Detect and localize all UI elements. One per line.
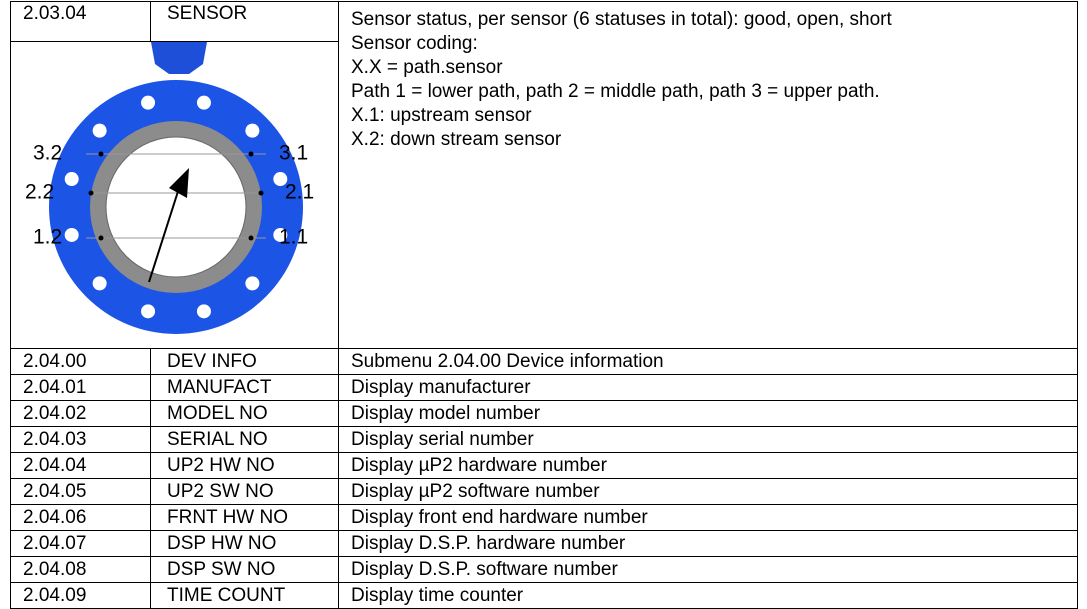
code-cell: 2.04.00	[10, 348, 151, 375]
sensor-dot	[88, 190, 94, 196]
sensor-label: 1.2	[33, 226, 62, 249]
description-cell: Display front end hardware number	[338, 504, 1078, 531]
description-cell: Display µP2 software number	[338, 478, 1078, 505]
table-row: 2.04.00 DEV INFO Submenu 2.04.00 Device in…	[10, 348, 1078, 375]
sensor-dot	[248, 235, 254, 241]
sensor-dot	[98, 151, 104, 157]
code-cell: 2.04.05	[10, 478, 151, 505]
code-cell: 2.04.07	[10, 530, 151, 557]
name-cell: DSP HW NO	[150, 530, 339, 557]
code-cell: 2.04.03	[10, 426, 151, 453]
name-cell: DSP SW NO	[150, 556, 339, 583]
diagram-cell: 3.2 2.2 1.2 3.1 2.1 1.1	[10, 41, 339, 349]
arrow-head	[169, 168, 189, 198]
description-cell: Display serial number	[338, 426, 1078, 453]
bolt-hole	[92, 123, 107, 138]
table-row: 2.04.05 UP2 SW NO Display µP2 software num…	[10, 478, 1078, 505]
sensor-label: 1.1	[279, 226, 308, 249]
table-row: 2.04.02 MODEL NO Display model number	[10, 400, 1078, 427]
table-row: 2.04.01 MANUFACT Display manufacturer	[10, 374, 1078, 401]
description-cell: Submenu 2.04.00 Device information	[338, 348, 1078, 375]
table-row: 2.04.04 UP2 HW NO Display µP2 hardware num…	[10, 452, 1078, 479]
sensor-dot	[98, 235, 104, 241]
code-cell: 2.04.04	[10, 452, 151, 479]
code-cell: 2.04.09	[10, 582, 151, 609]
bolt-hole	[141, 304, 156, 319]
arrow-shaft	[148, 181, 182, 283]
bolt-hole	[273, 172, 288, 187]
name-cell: FRNT HW NO	[150, 504, 339, 531]
menu-table: 2.03.04 SENSOR Sensor status, per sensor…	[10, 1, 1078, 609]
description-cell: Display µP2 hardware number	[338, 452, 1078, 479]
bolt-hole	[273, 227, 288, 242]
description-line: X.X = path.sensor	[351, 57, 503, 78]
code-cell: 2.04.06	[10, 504, 151, 531]
sensor-row: 2.03.04 SENSOR Sensor status, per sensor…	[10, 1, 1078, 349]
bolt-hole	[245, 276, 260, 291]
code-cell: 2.03.04	[10, 1, 151, 42]
pipe-bore	[105, 136, 247, 278]
table-row: 2.04.09 TIME COUNT Display time counter	[10, 582, 1078, 609]
code-cell: 2.04.01	[10, 374, 151, 401]
bolt-hole	[141, 95, 156, 110]
description-line: X.1: upstream sensor	[351, 105, 532, 126]
description-line: Sensor status, per sensor (6 statuses in…	[351, 9, 892, 30]
name-cell: UP2 HW NO	[150, 452, 339, 479]
diagram-row: 3.2 2.2 1.2 3.1 2.1 1.1	[10, 41, 1078, 349]
name-cell: DEV INFO	[150, 348, 339, 375]
table-row: 2.04.06 FRNT HW NO Display front end hardw…	[10, 504, 1078, 531]
code-cell: 2.04.02	[10, 400, 151, 427]
description-cell: Display D.S.P. software number	[338, 556, 1078, 583]
sensor-dot	[258, 190, 264, 196]
sensor-label: 2.2	[25, 181, 54, 204]
table-row: 2.04.07 DSP HW NO Display D.S.P. hardware …	[10, 530, 1078, 557]
sensor-label: 3.2	[33, 142, 62, 165]
name-cell: UP2 SW NO	[150, 478, 339, 505]
sensor-label: 3.1	[279, 142, 308, 165]
sensor-dot	[248, 151, 254, 157]
name-cell: MODEL NO	[150, 400, 339, 427]
bolt-hole	[64, 172, 79, 187]
bolt-hole	[196, 304, 211, 319]
name-cell: TIME COUNT	[150, 582, 339, 609]
description-cell: Display model number	[338, 400, 1078, 427]
table-row: 2.04.03 SERIAL NO Display serial number	[10, 426, 1078, 453]
name-cell: SERIAL NO	[150, 426, 339, 453]
description-line: X.2: down stream sensor	[351, 129, 562, 150]
name-cell: SENSOR	[150, 1, 339, 42]
bolt-hole	[92, 276, 107, 291]
description-cell: Sensor status, per sensor (6 statuses in…	[338, 1, 1078, 349]
flange-diagram: 3.2 2.2 1.2 3.1 2.1 1.1	[25, 42, 314, 334]
description-cell: Display D.S.P. hardware number	[338, 530, 1078, 557]
description-line: Sensor coding:	[351, 33, 478, 54]
description-line: Path 1 = lower path, path 2 = middle pat…	[351, 81, 880, 102]
description-cell: Display time counter	[338, 582, 1078, 609]
sensor-label: 2.1	[285, 181, 314, 204]
connector	[151, 42, 207, 74]
bolt-hole	[245, 123, 260, 138]
table-row: 2.04.08 DSP SW NO Display D.S.P. software …	[10, 556, 1078, 583]
code-cell: 2.04.08	[10, 556, 151, 583]
bolt-hole	[64, 227, 79, 242]
bolt-hole	[196, 95, 211, 110]
description-cell: Display manufacturer	[338, 374, 1078, 401]
name-cell: MANUFACT	[150, 374, 339, 401]
